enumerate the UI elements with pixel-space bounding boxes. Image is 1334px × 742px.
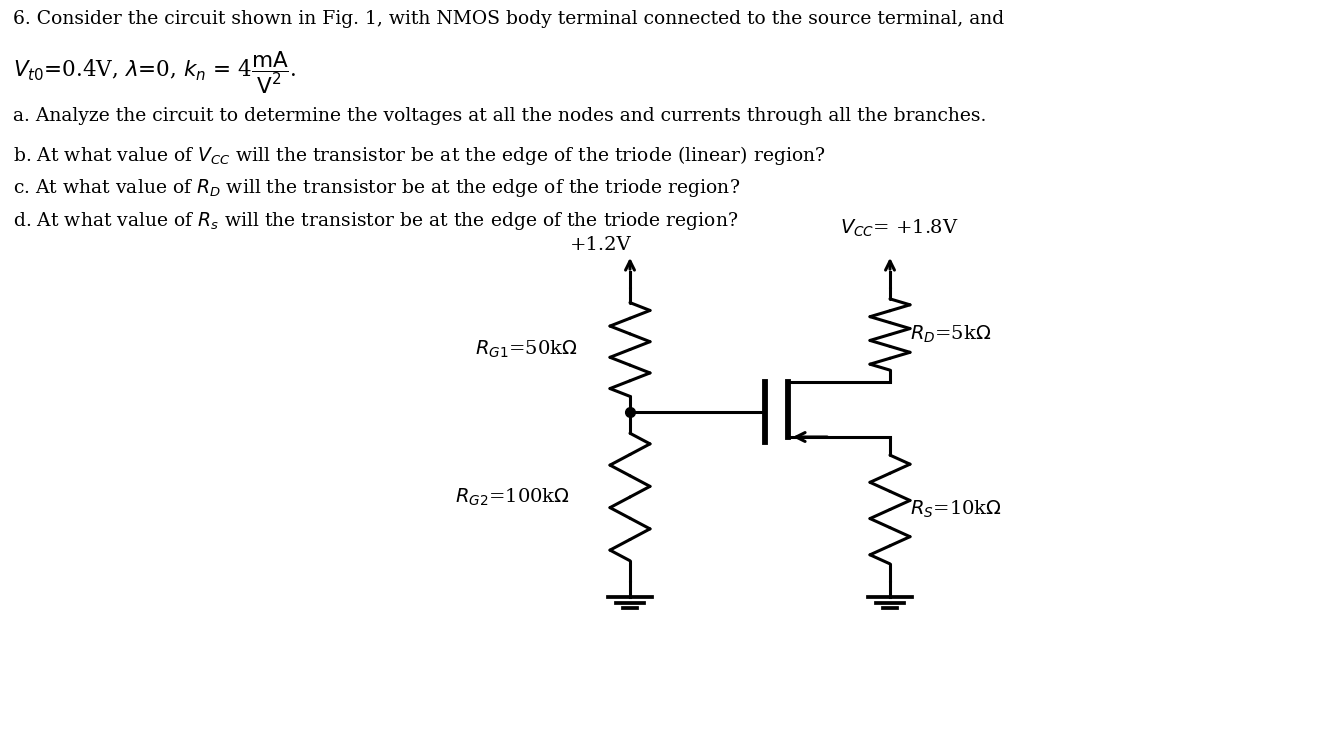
Text: b. At what value of $V_{CC}$ will the transistor be at the edge of the triode (l: b. At what value of $V_{CC}$ will the tr… — [13, 144, 826, 167]
Text: d. At what value of $R_s$ will the transistor be at the edge of the triode regio: d. At what value of $R_s$ will the trans… — [13, 210, 739, 232]
Text: $R_D$=5k$\Omega$: $R_D$=5k$\Omega$ — [910, 324, 991, 345]
Text: $R_{G2}$=100k$\Omega$: $R_{G2}$=100k$\Omega$ — [455, 486, 570, 508]
Text: $V_{t0}$=0.4V, $\lambda$=0, $k_n$ = 4$\dfrac{\mathrm{mA}}{\mathrm{V}^2}$.: $V_{t0}$=0.4V, $\lambda$=0, $k_n$ = 4$\d… — [13, 50, 296, 96]
Text: +1.2V: +1.2V — [570, 236, 631, 254]
Text: 6. Consider the circuit shown in Fig. 1, with NMOS body terminal connected to th: 6. Consider the circuit shown in Fig. 1,… — [13, 10, 1005, 28]
Text: $V_{CC}$= +1.8V: $V_{CC}$= +1.8V — [840, 217, 958, 239]
Text: $R_S$=10k$\Omega$: $R_S$=10k$\Omega$ — [910, 499, 1002, 520]
Text: a. Analyze the circuit to determine the voltages at all the nodes and currents t: a. Analyze the circuit to determine the … — [13, 107, 986, 125]
Text: c. At what value of $R_D$ will the transistor be at the edge of the triode regio: c. At what value of $R_D$ will the trans… — [13, 177, 740, 199]
Text: $R_{G1}$=50k$\Omega$: $R_{G1}$=50k$\Omega$ — [475, 339, 578, 360]
